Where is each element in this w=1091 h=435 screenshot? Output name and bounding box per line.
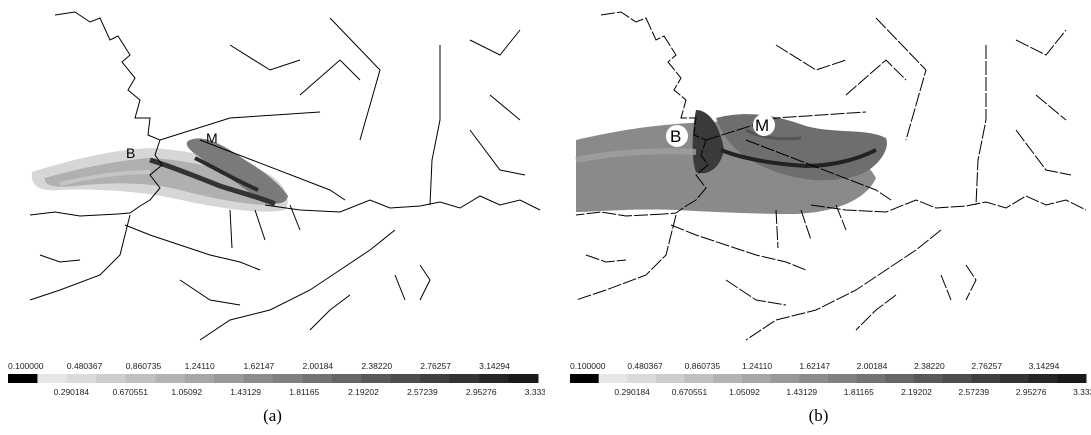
legend-top-label: 1.24110 [185,361,215,371]
legend-swatch [971,374,1001,383]
legend-swatch [656,374,686,383]
legend-swatch [273,374,303,383]
legend-bottom-label: 2.19202 [901,387,932,397]
map-a: B M 0.100000 0.480367 0.860735 1.24110 1.621… [8,11,545,397]
legend-swatch [302,374,333,383]
marker-b-a: B [126,145,135,161]
caption-b: (b) [808,406,829,425]
legend-swatch [828,374,858,383]
legend-b: 0.100000 0.480367 0.860735 1.24110 1.62147 2.… [570,361,1091,397]
legend-top-label: 0.860735 [685,361,721,371]
legend-bottom-label: 1.81165 [289,387,319,397]
legend-swatch [1057,374,1087,383]
legend-swatch [684,374,714,383]
legend-top-label: 3.14294 [479,361,510,371]
legend-bottom-label: 1.43129 [786,387,817,397]
legend-bottom-label: 2.57239 [407,387,438,397]
legend-swatch [214,374,245,383]
legend-swatch [155,374,186,383]
legend-a: 0.100000 0.480367 0.860735 1.24110 1.62147 2.… [8,361,545,397]
marker-m-a: M [206,130,218,146]
legend-swatch [331,374,362,383]
legend-swatch [627,374,657,383]
legend-top-label: 2.38220 [914,361,945,371]
legend-swatch [96,374,127,383]
legend-swatch [479,374,510,383]
legend-top-label: 2.00184 [302,361,333,371]
legend-swatch [742,374,772,383]
marker-m-b: M [755,116,769,135]
legend-bottom-label: 1.81165 [844,387,874,397]
marker-m-halo-b [753,114,775,136]
plume-b [575,110,887,214]
legend-swatch [856,374,886,383]
coastline-b [575,11,1087,341]
legend-top-label: 2.38220 [361,361,392,371]
legend-bottom-label: 0.290184 [54,387,90,397]
legend-bottom-label: 2.95276 [1016,387,1047,397]
legend-swatch [420,374,451,383]
legend-swatch [449,374,480,383]
legend-swatch [66,374,97,383]
legend-swatch [570,374,600,383]
legend-bottom-label: 1.43129 [230,387,261,397]
legend-swatch [508,374,539,383]
legend-bottom-label: 2.57239 [958,387,989,397]
legend-swatch [1028,374,1058,383]
legend-swatch [184,374,215,383]
legend-swatch [37,374,68,383]
legend-swatch [770,374,800,383]
legend-swatch [1000,374,1030,383]
legend-bottom-label: 1.05092 [729,387,760,397]
marker-b-halo-b [666,125,688,147]
legend-swatch [799,374,829,383]
plume-a [31,138,288,212]
panel-a: B M 0.100000 0.480367 0.860735 1.24110 1.621… [0,0,545,435]
legend-top-label: 1.62147 [244,361,275,371]
legend-swatch [942,374,972,383]
legend-swatch [361,374,392,383]
legend-bottom-label: 3.33312 [1073,387,1091,397]
legend-swatch [8,374,38,383]
legend-top-label: 3.14294 [1029,361,1060,371]
legend-bottom-label: 2.95276 [466,387,497,397]
legend-swatch [598,374,628,383]
legend-top-label: 0.860735 [126,361,162,371]
legend-top-label: 0.100000 [570,361,606,371]
legend-swatch [125,374,156,383]
legend-bottom-label: 0.670551 [113,387,149,397]
caption-a: (a) [263,406,282,425]
legend-top-label: 1.24110 [742,361,772,371]
coastline-a [29,11,541,341]
legend-top-label: 0.480367 [627,361,663,371]
legend-top-label: 2.76257 [420,361,451,371]
legend-swatch [243,374,274,383]
legend-swatch [885,374,915,383]
map-b: B M 0.100000 0.480367 0.860735 1.24110 1.621… [570,11,1091,397]
legend-swatch [390,374,421,383]
legend-bottom-label: 2.19202 [348,387,379,397]
legend-bottom-label: 0.670551 [672,387,708,397]
legend-top-label: 2.00184 [857,361,888,371]
panel-b: B M 0.100000 0.480367 0.860735 1.24110 1.621… [546,0,1091,435]
marker-b-b: B [670,127,681,146]
legend-top-label: 1.62147 [799,361,830,371]
legend-top-label: 0.480367 [67,361,103,371]
legend-top-label: 2.76257 [971,361,1002,371]
legend-swatch [713,374,743,383]
legend-top-label: 0.100000 [8,361,44,371]
legend-bottom-label: 0.290184 [614,387,650,397]
legend-bottom-label: 3.33312 [525,387,545,397]
legend-bottom-label: 1.05092 [171,387,202,397]
legend-swatch [914,374,944,383]
